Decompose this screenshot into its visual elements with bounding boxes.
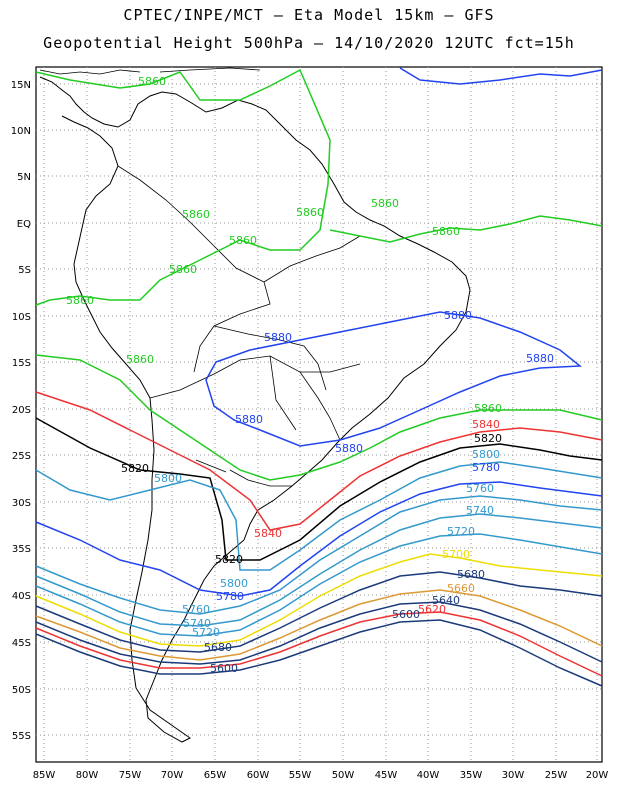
- lat-tick-label: 10S: [12, 312, 31, 323]
- lon-tick-label: 20W: [586, 770, 609, 781]
- contour-label: 5740: [466, 504, 494, 517]
- contour-label: 5860: [229, 234, 257, 247]
- lat-tick-label: 20S: [12, 405, 31, 416]
- contour-5740: [35, 513, 603, 627]
- lon-tick-label: 60W: [247, 770, 270, 781]
- lat-tick-label: 30S: [12, 498, 31, 509]
- contour-label: 5860: [126, 353, 154, 366]
- lat-tick-label: 55S: [12, 731, 31, 742]
- contour-label: 5840: [472, 418, 500, 431]
- contour-label: 5780: [216, 590, 244, 603]
- contour-5860-south: [35, 354, 603, 481]
- lat-tick-label: 15S: [12, 358, 31, 369]
- contour-lines: [35, 67, 603, 687]
- contour-label: 5860: [169, 263, 197, 276]
- contour-5880-north-edge: [399, 67, 603, 85]
- lat-tick-label: 50S: [12, 685, 31, 696]
- lat-tick-label: 35S: [12, 544, 31, 555]
- contour-label: 5860: [138, 75, 166, 88]
- south-america-coastline: [39, 76, 471, 743]
- map-subtitle: Geopotential Height 500hPa – 14/10/2020 …: [43, 34, 575, 52]
- contour-label: 5700: [442, 548, 470, 561]
- map-frame: [35, 66, 603, 763]
- lat-tick-label: 5S: [18, 265, 31, 276]
- contour-label: 5820: [474, 432, 502, 445]
- contour-5720: [35, 533, 603, 637]
- contour-label: 5780: [472, 461, 500, 474]
- lat-tick-label: 10N: [11, 126, 31, 137]
- grid-lines: [36, 67, 602, 762]
- lon-tick-label: 65W: [204, 770, 227, 781]
- contour-5680: [35, 571, 603, 653]
- lon-tick-label: 45W: [375, 770, 398, 781]
- lon-tick-label: 30W: [502, 770, 525, 781]
- contour-label: 5720: [192, 626, 220, 639]
- coastline: [39, 67, 471, 743]
- lat-tick-label: 5N: [17, 172, 31, 183]
- contour-label: 5680: [204, 641, 232, 654]
- contour-5620: [35, 611, 603, 677]
- contour-label: 5880: [526, 352, 554, 365]
- contour-5860-basin: [329, 215, 603, 243]
- lat-tick-label: EQ: [17, 219, 31, 230]
- map-title: CPTEC/INPE/MCT – Eta Model 15km – GFS: [123, 6, 495, 24]
- contour-label: 5640: [432, 594, 460, 607]
- contour-label: 5760: [466, 482, 494, 495]
- contour-5600: [35, 619, 603, 687]
- contour-5880-inner: [205, 311, 583, 447]
- contour-5760: [35, 495, 603, 615]
- lon-tick-label: 70W: [161, 770, 184, 781]
- contour-5700: [35, 553, 603, 647]
- contour-label: 5880: [444, 309, 472, 322]
- contour-label: 5800: [220, 577, 248, 590]
- caribbean-coast: [39, 67, 261, 75]
- contour-5840: [35, 391, 603, 531]
- contour-label: 5880: [264, 331, 292, 344]
- contour-label: 5660: [447, 582, 475, 595]
- axis-ticks: 15N 10N 5N EQ 5S 10S 15S 20S 25S 30S 35S 40S 45S 50S 5…: [11, 80, 609, 781]
- country-borders: [117, 165, 361, 487]
- lon-tick-label: 80W: [76, 770, 99, 781]
- lat-tick-label: 45S: [12, 638, 31, 649]
- lon-tick-label: 25W: [545, 770, 568, 781]
- contour-label: 5820: [215, 553, 243, 566]
- contour-label: 5860: [474, 402, 502, 415]
- contour-5640: [35, 601, 603, 665]
- contour-5660: [35, 589, 603, 661]
- lon-tick-label: 55W: [289, 770, 312, 781]
- contour-label: 5720: [447, 525, 475, 538]
- contour-label: 5860: [371, 197, 399, 210]
- contour-label: 5740: [183, 617, 211, 630]
- contour-label: 5860: [432, 225, 460, 238]
- contour-labels: 5860 5860 5860 5860 5860 5860 5860 5860 5860 5860…: [66, 75, 554, 675]
- contour-label: 5680: [457, 568, 485, 581]
- contour-label: 5860: [66, 294, 94, 307]
- lon-tick-label: 75W: [119, 770, 142, 781]
- contour-label: 5860: [182, 208, 210, 221]
- contour-5780: [35, 481, 603, 597]
- contour-label: 5600: [210, 662, 238, 675]
- lon-tick-label: 50W: [332, 770, 355, 781]
- contour-label: 5760: [182, 603, 210, 616]
- contour-label: 5600: [392, 608, 420, 621]
- contour-label: 5800: [472, 448, 500, 461]
- contour-5800: [35, 461, 603, 571]
- lon-tick-label: 35W: [460, 770, 483, 781]
- lon-tick-label: 40W: [417, 770, 440, 781]
- contour-5860-north: [35, 68, 331, 306]
- contour-label: 5880: [235, 413, 263, 426]
- contour-label: 5880: [335, 442, 363, 455]
- lat-tick-label: 25S: [12, 451, 31, 462]
- lat-tick-label: 40S: [12, 591, 31, 602]
- contour-label: 5840: [254, 527, 282, 540]
- lon-tick-label: 85W: [33, 770, 56, 781]
- contour-label: 5800: [154, 472, 182, 485]
- contour-label: 5860: [296, 206, 324, 219]
- contour-label: 5620: [418, 603, 446, 616]
- lat-tick-label: 15N: [11, 80, 31, 91]
- contour-5820: [35, 417, 603, 561]
- contour-label: 5820: [121, 462, 149, 475]
